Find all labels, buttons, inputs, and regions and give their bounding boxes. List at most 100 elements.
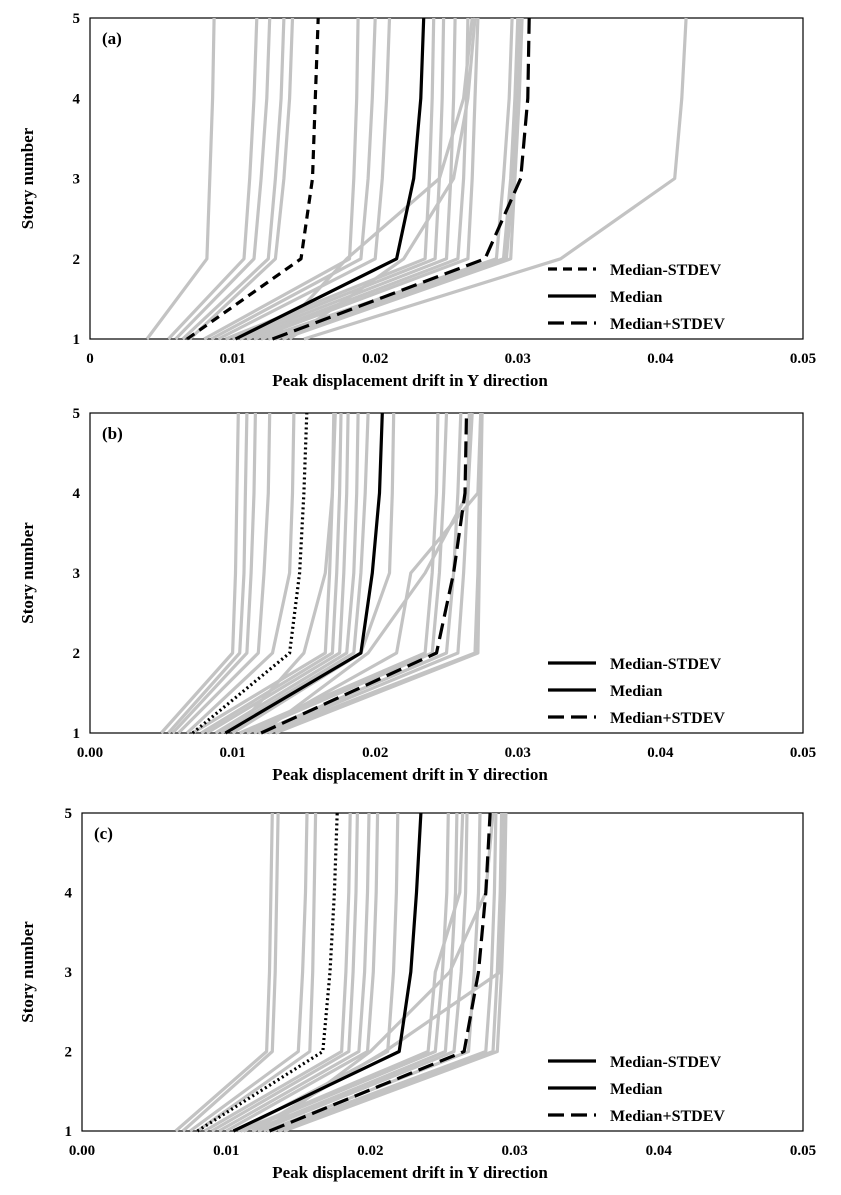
record-line [210,812,359,1133]
legend-label: Median-STDEV [610,262,722,279]
legend-label: Median+STDEV [610,316,725,333]
x-tick-label: 0.03 [505,745,531,761]
series-line [186,17,320,341]
record-line [225,812,380,1133]
plot-frame [89,412,804,734]
record-line [181,812,280,1133]
record-line [203,812,352,1133]
y-tick-label: 3 [65,965,73,981]
legend-label: Median-STDEV [610,1054,722,1071]
y-tick-label: 4 [73,486,81,502]
x-tick-label: 0.05 [790,745,816,761]
x-tick-label: 0.05 [790,1143,816,1159]
series-line [191,412,309,735]
record-line [218,812,371,1133]
record-line [167,412,249,735]
plot-frame [89,17,804,340]
y-tick-label: 4 [73,91,81,107]
record-line [257,412,463,735]
y-tick-label: 1 [65,1124,73,1140]
record-line [267,17,520,341]
record-line [274,412,484,735]
record-line [210,17,377,341]
x-tick-label: 0.01 [219,745,245,761]
y-tick-label: 1 [73,332,81,348]
record-line [214,412,360,735]
record-line [174,812,274,1133]
record-line [257,812,469,1133]
legend-label: Median [610,1081,663,1098]
x-axis-label: Peak displacement drift in Y direction [272,1163,548,1182]
record-line [253,17,480,341]
panel-2: (b) 0.00 0.01 0.02 0.03 0.04 0.05 1 2 3 4 5 Peak dis… [18,406,816,784]
record-line [271,812,498,1133]
record-line [260,17,514,341]
record-line [277,812,504,1133]
y-axis-label: Story number [18,127,37,229]
panel-label: (c) [94,824,113,843]
record-line [231,412,337,735]
series-line [232,812,423,1133]
x-axis-label: Peak displacement drift in Y direction [272,371,548,390]
x-tick-label: 0.00 [77,745,103,761]
record-line [160,412,240,735]
y-axis-label: Story number [18,522,37,624]
x-tick-label: 0.02 [357,1143,383,1159]
x-tick-label: 0.04 [646,1143,673,1159]
x-tick-label: 0.04 [647,351,674,367]
record-line [167,17,259,341]
y-tick-label: 1 [73,726,81,742]
record-line [220,412,370,735]
record-line [239,17,457,341]
panel-label: (a) [102,29,122,48]
y-tick-label: 5 [73,11,81,27]
x-tick-label: 0.03 [501,1143,527,1159]
record-line [242,812,450,1133]
x-tick-label: 0 [86,351,94,367]
record-line [177,412,272,735]
y-tick-label: 5 [65,806,73,822]
record-line [145,17,216,340]
record-line [181,17,286,341]
record-line [239,412,440,735]
y-tick-label: 5 [73,406,81,422]
panel-1: (a) 0 0.01 0.02 0.03 0.04 0.05 1 2 3 4 5 Peak displa… [18,11,816,390]
legend-label: Median+STDEV [610,1108,725,1125]
y-tick-label: 3 [73,172,81,188]
x-tick-label: 0.01 [219,351,245,367]
x-axis-label: Peak displacement drift in Y direction [272,765,548,784]
record-line [239,812,465,1133]
x-tick-label: 0.04 [647,745,674,761]
record-line [171,412,257,735]
legend-label: Median [610,683,663,700]
series-line [271,17,531,341]
series-line [260,412,469,735]
legend-label: Median-STDEV [610,656,722,673]
record-line [246,412,449,735]
legend-label: Median [610,289,663,306]
record-line [203,17,360,341]
record-line [281,17,524,341]
record-line [271,17,474,341]
series-line [234,17,426,341]
series-line [268,812,492,1133]
series-line [224,412,384,735]
record-line [206,412,350,735]
y-tick-label: 4 [65,886,73,902]
x-tick-label: 0.02 [362,745,388,761]
record-line [188,17,295,341]
x-tick-label: 0.01 [213,1143,239,1159]
x-tick-label: 0.05 [790,351,816,367]
record-line [253,412,483,735]
record-line [200,412,343,735]
x-tick-label: 0.00 [69,1143,95,1159]
x-tick-label: 0.03 [505,351,531,367]
record-line [288,17,477,341]
plot-frame [81,812,804,1132]
record-line [224,17,436,341]
record-line [260,412,474,735]
y-tick-label: 2 [73,252,81,268]
y-tick-label: 2 [65,1045,73,1061]
record-line [196,812,318,1133]
